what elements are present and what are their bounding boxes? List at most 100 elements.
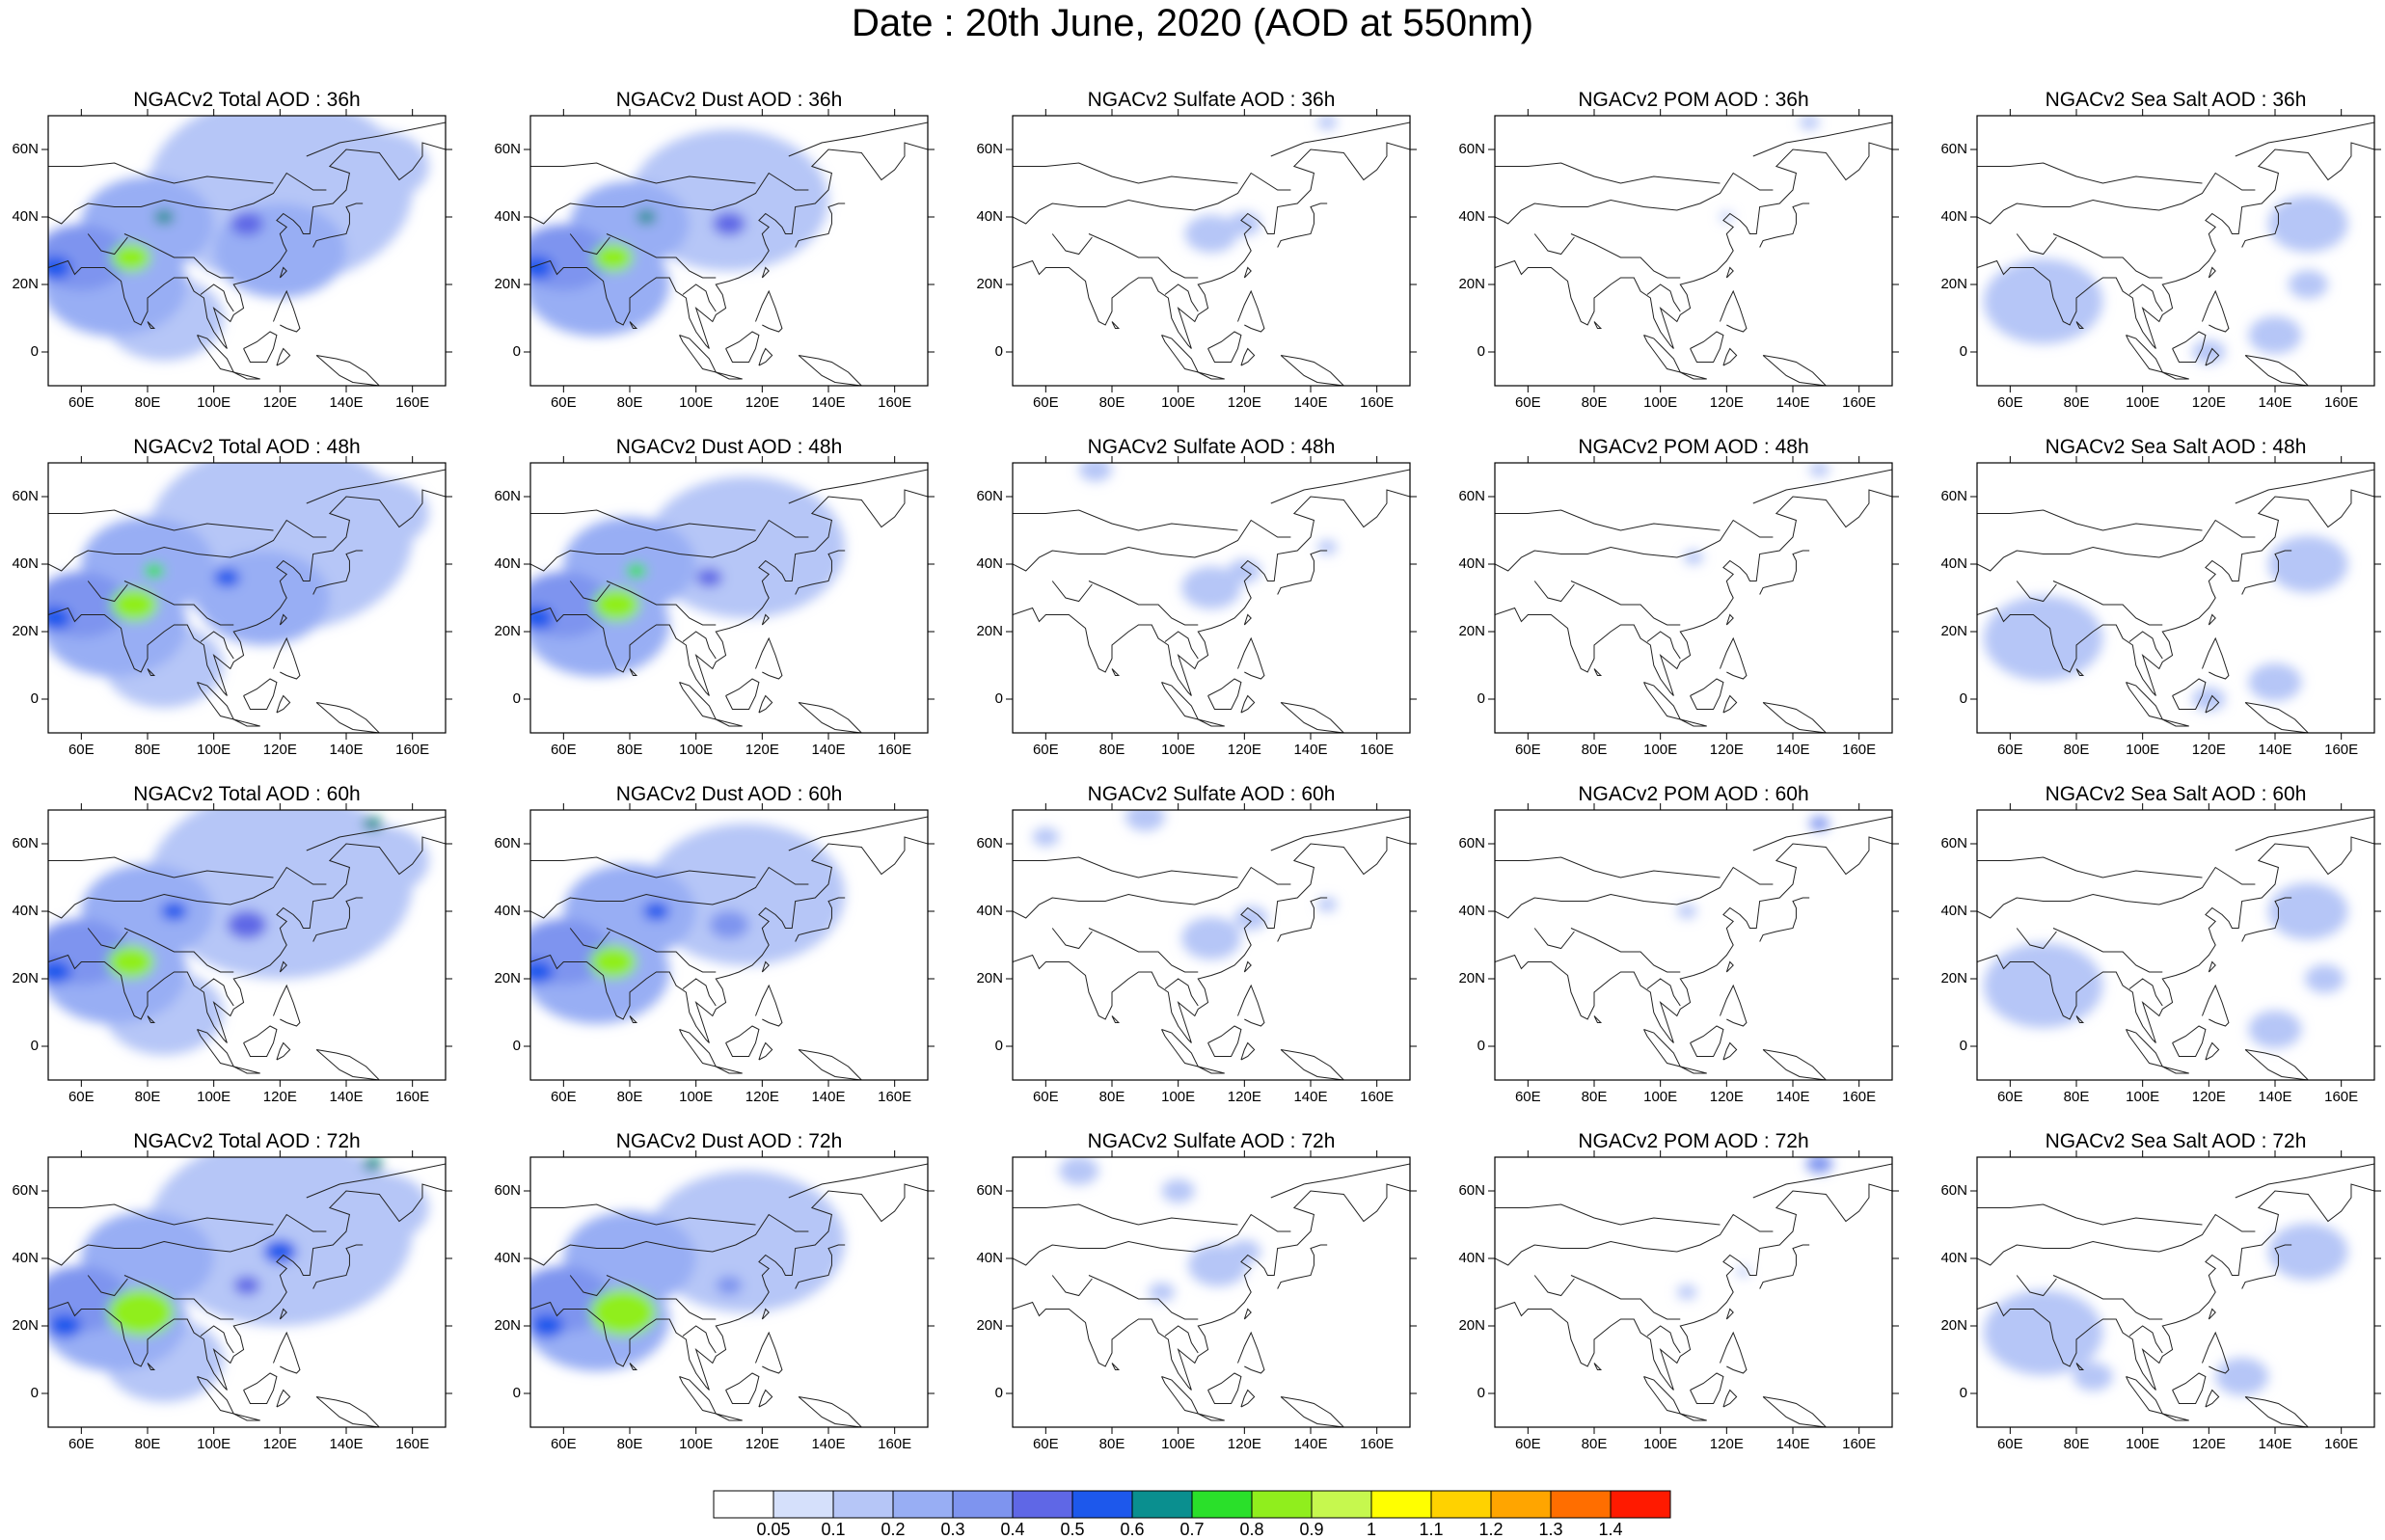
coastline xyxy=(1752,469,1892,504)
coastline xyxy=(1277,897,1328,942)
coastline xyxy=(1570,1275,1681,1320)
coastline xyxy=(1164,631,1199,660)
coastline xyxy=(1759,1244,1810,1289)
y-tick-label: 0 xyxy=(1959,1038,1967,1054)
coastline xyxy=(1690,1372,1724,1404)
aod-field-patch xyxy=(2288,270,2328,299)
aod-field-patch xyxy=(329,477,429,550)
x-tick-label: 140E xyxy=(1775,1089,1810,1105)
x-tick-label: 140E xyxy=(1293,394,1328,411)
coastline xyxy=(2244,1396,2310,1427)
y-tick-label: 0 xyxy=(994,690,1003,707)
coastline xyxy=(1722,347,1738,366)
aod-field-patch xyxy=(1161,1178,1195,1203)
coastline xyxy=(2202,636,2230,680)
y-tick-label: 0 xyxy=(1959,1385,1967,1401)
panel-title: NGACv2 Sulfate AOD : 48h xyxy=(1087,436,1336,458)
x-tick-label: 140E xyxy=(2258,1436,2292,1452)
coastline xyxy=(1280,1049,1345,1080)
coastline xyxy=(306,122,446,157)
coastline xyxy=(2128,284,2163,312)
x-tick-label: 160E xyxy=(1842,742,1877,758)
coastline xyxy=(1243,1308,1252,1320)
aod-field-patch xyxy=(2268,882,2348,940)
coastline xyxy=(279,613,287,626)
aod-field-patch xyxy=(1983,258,2103,344)
coastline xyxy=(312,203,364,248)
coastline xyxy=(1051,928,1093,950)
coastline xyxy=(1270,816,1410,851)
x-tick-label: 60E xyxy=(1032,1436,1059,1452)
x-tick-label: 120E xyxy=(1227,1436,1261,1452)
aod-field-patch xyxy=(153,209,175,225)
panel-title: NGACv2 Dust AOD : 60h xyxy=(615,783,843,805)
coastline xyxy=(2016,1275,2057,1297)
coastline xyxy=(2016,928,2057,950)
coastline xyxy=(273,984,301,1027)
aod-field-patch xyxy=(626,563,647,579)
y-tick-label: 60N xyxy=(1940,141,1967,157)
x-tick-label: 60E xyxy=(68,394,95,411)
coastline xyxy=(725,1025,760,1057)
coastline xyxy=(1533,581,1575,603)
panel-title: NGACv2 Sea Salt AOD : 36h xyxy=(2045,89,2307,111)
coastline xyxy=(761,266,770,279)
panel-title: NGACv2 Total AOD : 72h xyxy=(133,1130,361,1152)
y-tick-label: 40N xyxy=(1940,1250,1967,1266)
coastline xyxy=(200,978,234,1007)
coastline xyxy=(1051,581,1093,603)
coastline xyxy=(2235,816,2374,851)
coastline xyxy=(1533,1275,1575,1297)
coastline xyxy=(2235,1163,2374,1199)
coastline xyxy=(2205,1389,2220,1408)
coastline xyxy=(1013,1183,1410,1391)
y-tick-label: 60N xyxy=(976,835,1003,851)
x-tick-label: 120E xyxy=(2191,1089,2226,1105)
map-panel-pom-72h xyxy=(1495,1157,1892,1427)
aod-field-patch xyxy=(107,1288,175,1337)
coastline xyxy=(1720,636,1748,680)
coastline xyxy=(758,1041,773,1061)
x-tick-label: 140E xyxy=(329,1089,364,1105)
x-tick-label: 80E xyxy=(1098,1089,1125,1105)
x-tick-label: 60E xyxy=(1996,394,2023,411)
aod-field-patch xyxy=(712,211,746,236)
x-tick-label: 120E xyxy=(1227,394,1261,411)
aod-field-patch xyxy=(2215,1357,2269,1396)
coastline xyxy=(725,678,760,710)
x-tick-label: 80E xyxy=(1581,1089,1608,1105)
x-tick-label: 120E xyxy=(1709,394,1744,411)
coastline xyxy=(1270,469,1410,504)
x-tick-label: 60E xyxy=(1996,742,2023,758)
x-tick-label: 120E xyxy=(745,742,779,758)
aod-field-patch xyxy=(593,243,634,272)
coastline xyxy=(1570,233,1681,279)
x-tick-label: 120E xyxy=(745,394,779,411)
coastline xyxy=(1111,1363,1121,1370)
aod-field-patch xyxy=(1676,904,1697,919)
coastline xyxy=(1013,142,1410,349)
coastline xyxy=(243,1025,278,1057)
y-tick-label: 0 xyxy=(1477,1385,1485,1401)
coastline xyxy=(1240,694,1256,714)
coastline xyxy=(1593,321,1603,329)
x-tick-label: 140E xyxy=(1293,1089,1328,1105)
colorbar-label: 0.05 xyxy=(756,1520,791,1539)
coastline xyxy=(2162,718,2189,727)
y-tick-label: 0 xyxy=(1959,690,1967,707)
colorbar-swatch xyxy=(1191,1490,1253,1519)
coastline xyxy=(2244,702,2310,733)
coastline xyxy=(2052,928,2163,973)
coastline xyxy=(1013,866,1291,919)
x-tick-label: 140E xyxy=(811,1436,846,1452)
coastline xyxy=(1977,836,2374,1043)
coastline xyxy=(716,1066,743,1074)
coastline xyxy=(795,1244,846,1289)
coastline xyxy=(1164,284,1199,312)
coastline xyxy=(1270,122,1410,157)
coastline xyxy=(1593,1363,1603,1370)
map-panel-seasalt-36h xyxy=(1977,116,2374,386)
page-title: Date : 20th June, 2020 (AOD at 550nm) xyxy=(851,2,1534,44)
y-tick-label: 20N xyxy=(1458,276,1485,292)
